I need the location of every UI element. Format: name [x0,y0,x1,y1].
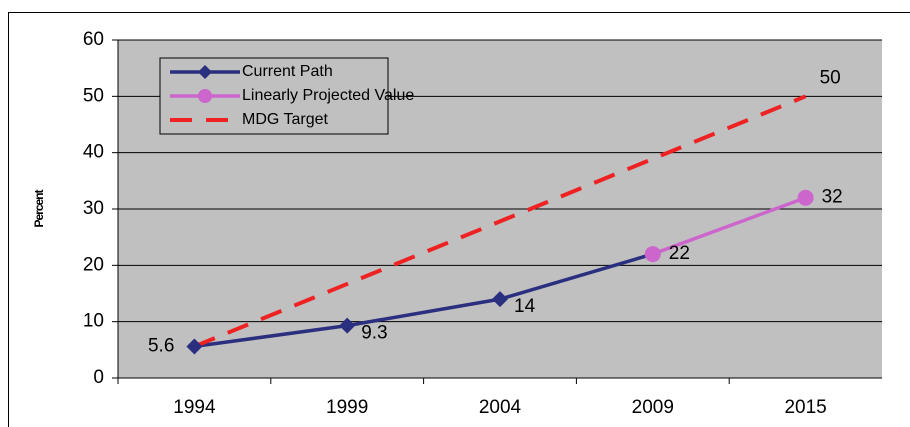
point [186,338,203,355]
point [492,291,508,308]
y-tick-label: 30 [83,198,104,219]
x-tick-label: 1994 [173,397,216,418]
series-line [194,252,654,349]
series-line [193,94,807,349]
data-label: 22 [669,243,690,264]
point [339,317,356,334]
y-tick-label: 50 [83,85,104,106]
legend-label: Current Path [242,63,333,80]
point [644,246,661,263]
x-tick-label: 2009 [632,397,674,418]
series-line [652,196,807,256]
data-label: 32 [822,187,843,208]
x-tick-label: 2015 [784,397,826,418]
data-label: 50 [820,67,841,88]
x-tick-label: 2004 [479,397,522,418]
y-axis-label: Percent [32,189,46,227]
y-tick-label: 60 [83,29,104,50]
data-label: 9.3 [361,323,387,344]
point [797,189,814,206]
y-tick-label: 0 [93,367,104,388]
data-label: 14 [514,296,536,317]
legend-marker [198,89,212,103]
legend-marker [198,65,212,79]
x-tick-label: 1999 [326,397,368,418]
legend-label: MDG Target [242,111,329,128]
data-label: 5.6 [148,335,174,356]
y-tick-label: 40 [83,142,104,163]
legend-label: Linearly Projected Value [242,87,414,104]
y-tick-label: 10 [83,311,104,332]
y-tick-label: 20 [83,254,104,275]
